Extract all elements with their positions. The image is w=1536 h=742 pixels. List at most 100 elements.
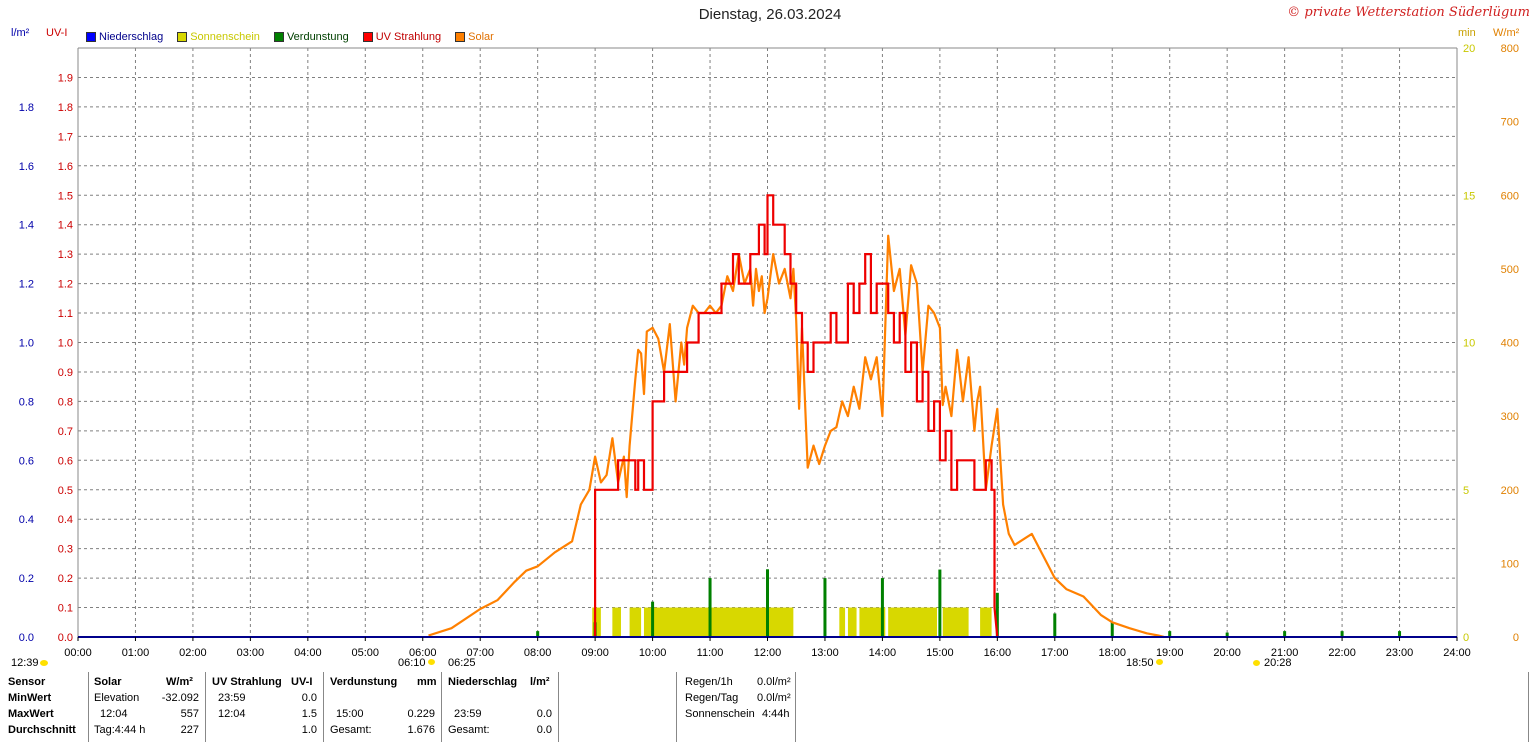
evaporation-bar — [1283, 631, 1287, 637]
stats-rain-total-value: 0.0 — [536, 724, 552, 736]
sunshine-bar — [980, 607, 992, 637]
stats-table: Sensor MinWert MaxWert Durchschnitt Sola… — [0, 672, 1536, 742]
sunshine-bar — [942, 607, 969, 637]
legend-swatch — [273, 32, 284, 42]
stats-avg-label: Durchschnitt — [8, 724, 76, 736]
stats-solar-max-value: 557 — [180, 708, 199, 720]
x-tick-label: 21:00 — [1271, 647, 1299, 659]
stats-rain-1h-value: 0.0l/m² — [757, 676, 791, 688]
stats-col-evaporation: Verdunstung mm 15:00 0.229 Gesamt: 1.676 — [323, 672, 442, 742]
legend-item-uv-strahlung[interactable]: UV Strahlung — [362, 31, 442, 43]
x-tick-label: 08:00 — [524, 647, 552, 659]
x-tick-label: 19:00 — [1156, 647, 1184, 659]
uv-unit-label: UV-I — [46, 27, 68, 39]
evaporation-bar — [708, 578, 712, 637]
min-tick-label: 20 — [1463, 43, 1475, 55]
legend-swatch — [86, 32, 96, 42]
evaporation-bar — [995, 592, 999, 637]
x-tick-label: 22:00 — [1328, 647, 1356, 659]
stats-sensor-header: Sensor — [8, 676, 46, 688]
sunshine-bars — [592, 607, 992, 637]
x-tick-label: 16:00 — [984, 647, 1012, 659]
solar-tick-label: 0 — [1513, 632, 1519, 644]
uv-tick-label: 1.4 — [58, 220, 73, 232]
uv-tick-label: 1.6 — [58, 161, 73, 173]
rain-tick-label: 0.8 — [19, 396, 34, 408]
x-tick-label: 02:00 — [179, 647, 207, 659]
evaporation-bar — [1053, 613, 1057, 637]
stats-solar-avg-value: 227 — [180, 724, 199, 736]
evaporation-bar — [1110, 622, 1114, 637]
evaporation-bar — [1340, 631, 1344, 637]
rain-unit-label: l/m² — [11, 27, 30, 39]
evaporation-bar — [651, 601, 655, 637]
uv-tick-label: 0.4 — [58, 514, 73, 526]
evaporation-bar — [880, 578, 884, 637]
rain-tick-label: 0.6 — [19, 455, 34, 467]
stats-evap-unit: mm — [417, 676, 437, 688]
uv-tick-label: 0.9 — [58, 367, 73, 379]
x-tick-label: 17:00 — [1041, 647, 1069, 659]
stats-rain-total-label: Gesamt: — [448, 724, 490, 736]
uv-tick-label: 0.5 — [58, 485, 73, 497]
legend-item-sonnenschein[interactable]: Sonnenschein — [177, 31, 260, 43]
sunshine-bar — [847, 607, 857, 637]
x-tick-label: 15:00 — [926, 647, 954, 659]
stats-max-label: MaxWert — [8, 708, 54, 720]
uv-tick-label: 1.8 — [58, 102, 73, 114]
sunrise-icon — [428, 659, 435, 665]
uv-tick-label: 1.7 — [58, 131, 73, 143]
x-tick-label: 13:00 — [811, 647, 839, 659]
sunrise-time-label: 06:25 — [448, 657, 476, 669]
stats-min-label: MinWert — [8, 692, 52, 704]
chart-title: Dienstag, 26.03.2024 — [698, 6, 842, 23]
stats-uv-unit: UV-I — [291, 676, 313, 688]
dusk-time-label: 20:28 — [1264, 657, 1292, 669]
evaporation-bar — [823, 578, 827, 637]
solar-tick-label: 600 — [1501, 190, 1519, 202]
evaporation-bar — [766, 569, 769, 637]
x-tick-label: 03:00 — [237, 647, 265, 659]
uv-line — [593, 194, 999, 638]
sunset-time-label: 18:50 — [1126, 657, 1154, 669]
legend-label: Verdunstung — [286, 31, 349, 43]
stats-evap-max-value: 0.229 — [407, 708, 435, 720]
rain-tick-label: 1.4 — [19, 220, 34, 232]
stats-solar-unit: W/m² — [166, 676, 193, 688]
legend-label: Sonnenschein — [190, 31, 260, 43]
rain-tick-label: 0.4 — [19, 514, 34, 526]
uv-tick-label: 0.8 — [58, 396, 73, 408]
stats-uv-avg-value: 1.0 — [301, 724, 317, 736]
moon-time-label: 12:39 — [11, 657, 39, 669]
x-tick-label: 11:00 — [697, 647, 724, 659]
x-tick-label: 14:00 — [869, 647, 897, 659]
sunshine-bar — [629, 607, 642, 637]
sunshine-bar — [612, 607, 621, 637]
legend-item-niederschlag[interactable]: Niederschlag — [86, 31, 163, 43]
stats-solar-avg-label: Tag:4:44 h — [94, 724, 146, 736]
chart-ticks: 00:00 01:00 02:00 03:00 04:00 05:00 06:00 07:00… — [19, 43, 1519, 659]
stats-solar-header: Solar — [94, 676, 122, 688]
solar-tick-label: 500 — [1501, 264, 1519, 276]
legend-item-verdunstung[interactable]: Verdunstung — [273, 31, 349, 43]
legend-swatch — [455, 32, 466, 42]
stats-uv-min-time: 23:59 — [218, 692, 246, 704]
min-unit-label: min — [1458, 27, 1476, 39]
weather-chart: 00:00 01:00 02:00 03:00 04:00 05:00 06:00 07:00… — [19, 43, 1519, 659]
stats-rain-header: Niederschlag — [448, 676, 518, 688]
uv-tick-label: 0.0 — [58, 632, 73, 644]
min-tick-label: 0 — [1463, 632, 1469, 644]
legend-label: UV Strahlung — [375, 31, 442, 43]
solar-tick-label: 400 — [1501, 338, 1519, 350]
uv-tick-label: 1.2 — [58, 279, 73, 291]
legend-item-solar[interactable]: Solar — [455, 31, 494, 43]
stats-uv-min-value: 0.0 — [301, 692, 317, 704]
solar-tick-label: 300 — [1501, 411, 1519, 423]
x-tick-label: 23:00 — [1386, 647, 1414, 659]
evaporation-bar — [1225, 632, 1229, 637]
uv-tick-label: 1.0 — [58, 338, 73, 350]
dawn-time-label: 06:10 — [398, 657, 426, 669]
sunshine-bar — [643, 607, 794, 637]
min-tick-label: 15 — [1463, 190, 1475, 202]
x-tick-label: 20:00 — [1213, 647, 1241, 659]
